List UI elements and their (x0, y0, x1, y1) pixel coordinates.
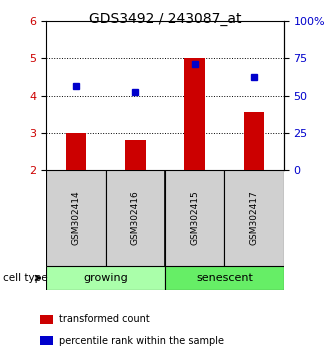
Bar (66, 133, 86, 170)
Text: transformed count: transformed count (59, 314, 150, 325)
Bar (46, 170, 106, 266)
Bar (125, 140, 146, 170)
Text: senescent: senescent (196, 273, 253, 283)
Bar (40, 336, 53, 346)
Text: GSM302414: GSM302414 (71, 190, 81, 245)
Bar (184, 58, 205, 170)
Text: GSM302417: GSM302417 (249, 190, 259, 245)
Text: growing: growing (83, 273, 128, 283)
Bar (40, 315, 53, 324)
Text: GSM302415: GSM302415 (190, 190, 199, 245)
Text: GSM302416: GSM302416 (131, 190, 140, 245)
Text: percentile rank within the sample: percentile rank within the sample (59, 336, 224, 346)
Bar (165, 266, 284, 290)
Text: cell type: cell type (3, 273, 48, 283)
Bar (224, 170, 284, 266)
Bar (106, 170, 165, 266)
Text: GDS3492 / 243087_at: GDS3492 / 243087_at (89, 12, 241, 27)
Bar (244, 112, 265, 170)
Bar (46, 266, 165, 290)
Bar (165, 170, 224, 266)
